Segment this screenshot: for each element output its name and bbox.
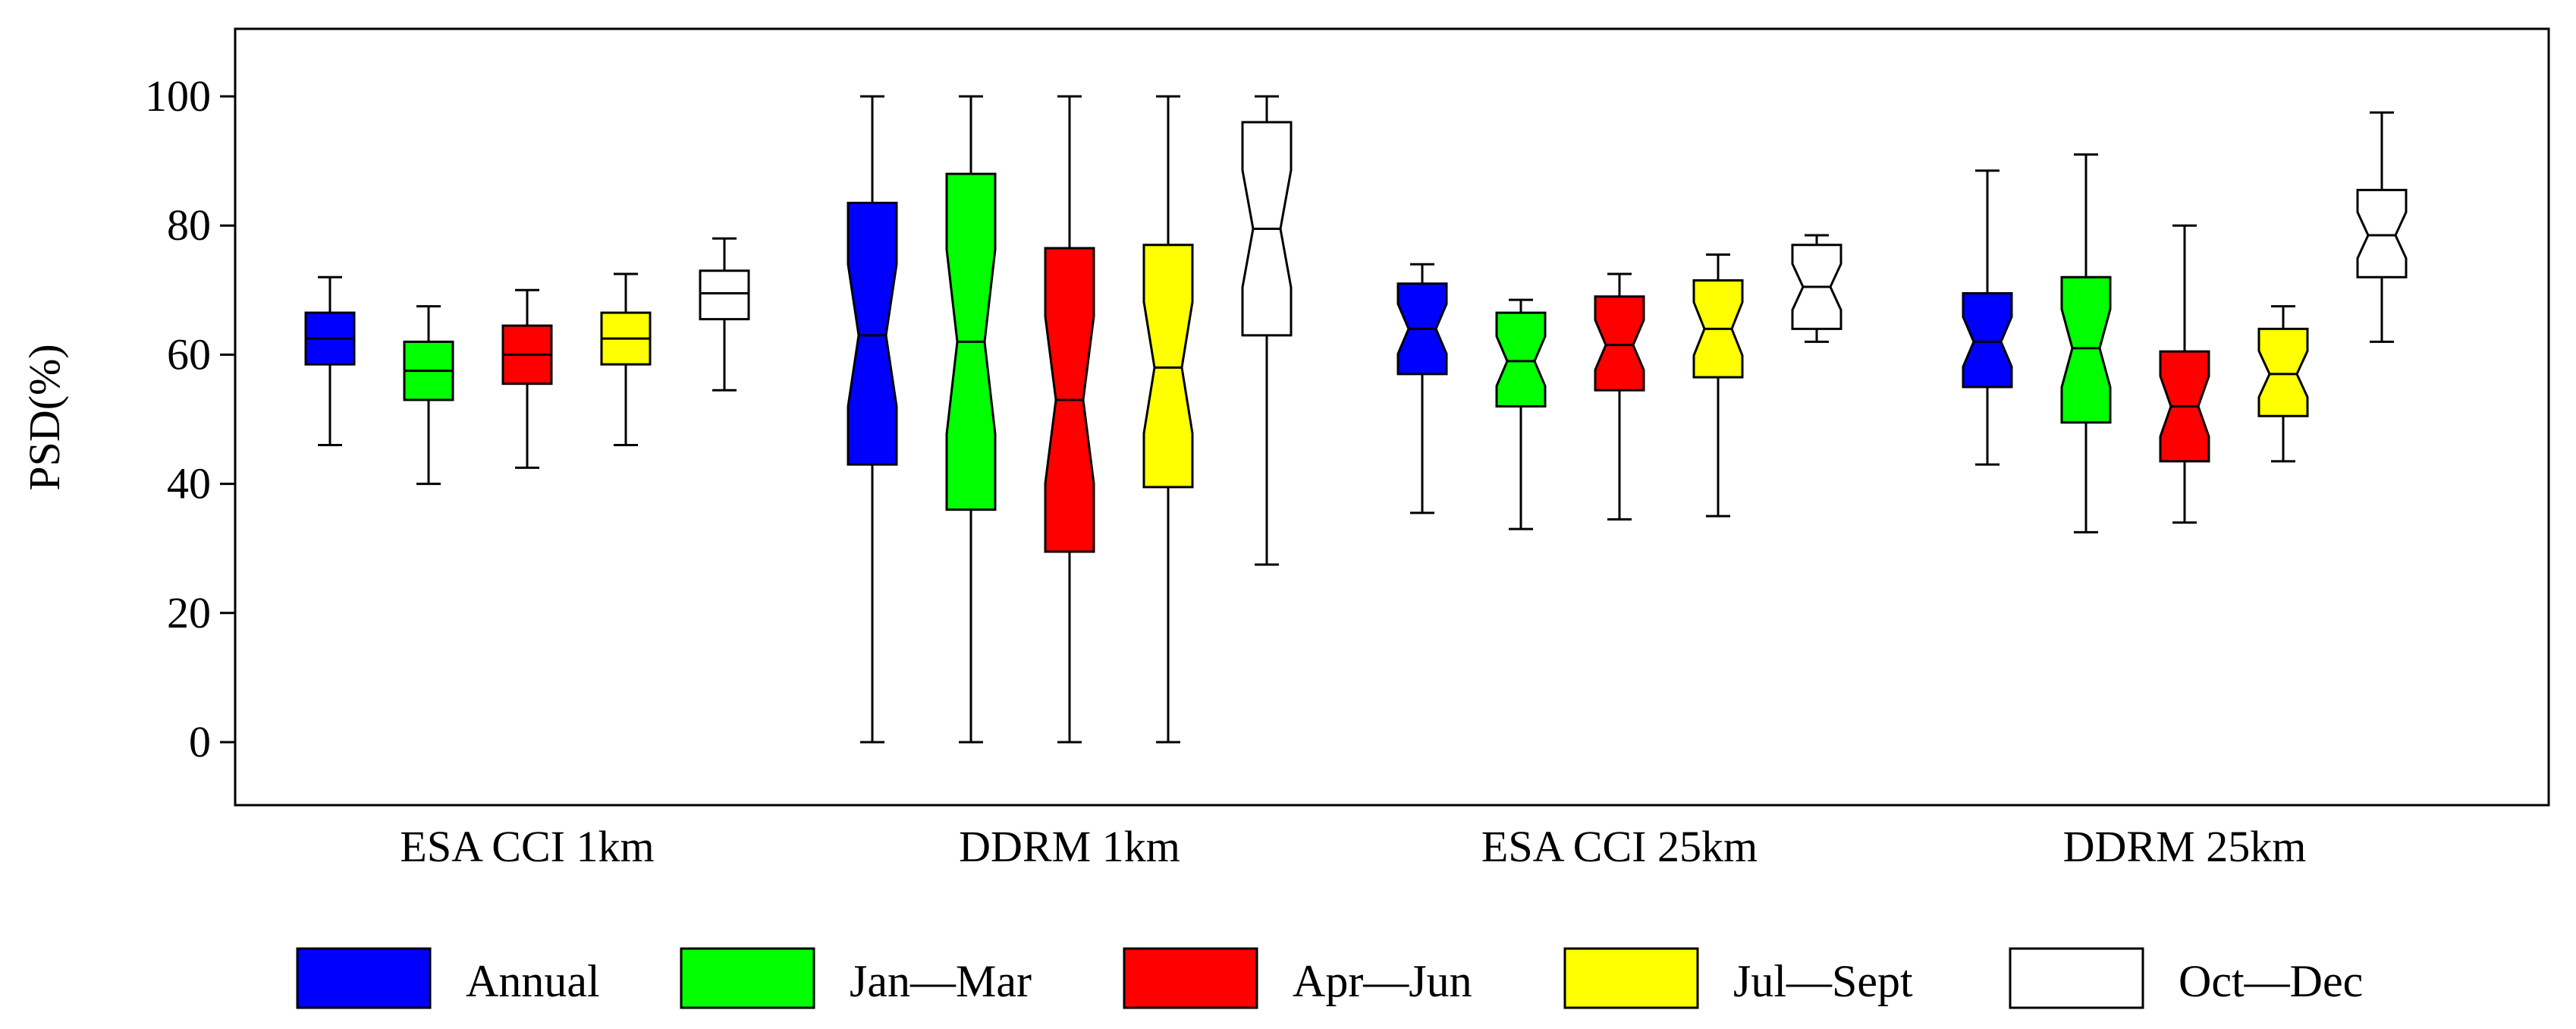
box-body <box>1142 244 1194 489</box>
y-tick-label: 80 <box>167 200 211 250</box>
legend-swatch <box>680 947 815 1009</box>
legend-swatch <box>296 947 432 1009</box>
box-2-2 <box>1594 272 1645 521</box>
box-0-0 <box>304 275 356 447</box>
box-0-1 <box>403 305 454 486</box>
legend-swatch <box>1123 947 1258 1009</box>
legend-label: Jul—Sept <box>1733 956 1913 1006</box>
y-axis-label: PSD(%) <box>20 344 69 490</box>
box-3-0 <box>1962 169 2013 466</box>
y-axis: 0 20 40 60 80 100 <box>145 71 235 766</box>
boxes <box>304 95 2408 744</box>
legend-label: Annual <box>466 956 600 1006</box>
y-tick-label: 60 <box>167 329 211 379</box>
y-tick-label: 40 <box>167 459 211 508</box>
box-body <box>1594 295 1645 392</box>
box-2-4 <box>1791 234 1842 343</box>
box-3-3 <box>2257 305 2309 463</box>
box-3-2 <box>2159 224 2210 524</box>
plot-frame <box>234 27 2550 807</box>
box-1-2 <box>1044 95 1095 744</box>
box-body <box>1495 311 1547 408</box>
y-tick-label: 20 <box>167 588 211 637</box>
legend-swatch <box>2009 947 2144 1009</box>
box-1-4 <box>1241 95 1293 566</box>
y-tick-label: 0 <box>189 717 211 766</box>
group-labels: ESA CCI 1km DDRM 1km ESA CCI 25km DDRM 25km <box>400 822 2306 871</box>
box-0-2 <box>501 288 553 469</box>
box-body <box>2356 188 2408 278</box>
legend-label: Apr—Jun <box>1293 956 1472 1006</box>
box-body <box>1962 292 2013 389</box>
legend-label: Jan—Mar <box>850 956 1032 1006</box>
legend-swatch <box>1563 947 1699 1009</box>
box-2-0 <box>1396 263 1448 514</box>
group-label: ESA CCI 1km <box>400 822 654 871</box>
box-2-1 <box>1495 298 1547 530</box>
box-body <box>699 269 750 321</box>
box-body <box>2060 275 2112 424</box>
box-2-3 <box>1692 253 1744 518</box>
box-body <box>2257 327 2309 417</box>
box-3-4 <box>2356 111 2408 343</box>
group-label: DDRM 25km <box>2063 822 2307 871</box>
legend: Annual Jan—Mar Apr—Jun Jul—Sept Oct—Dec <box>296 947 2363 1009</box>
box-0-4 <box>699 237 750 392</box>
box-3-1 <box>2060 153 2112 533</box>
group-label: ESA CCI 25km <box>1481 822 1758 871</box>
legend-label: Oct—Dec <box>2179 956 2363 1006</box>
box-1-1 <box>945 95 997 744</box>
box-1-3 <box>1142 95 1194 744</box>
y-tick-label: 100 <box>145 71 211 121</box>
box-0-3 <box>600 272 652 447</box>
box-1-0 <box>847 95 898 744</box>
box-body <box>847 201 898 466</box>
group-label: DDRM 1km <box>959 822 1180 871</box>
